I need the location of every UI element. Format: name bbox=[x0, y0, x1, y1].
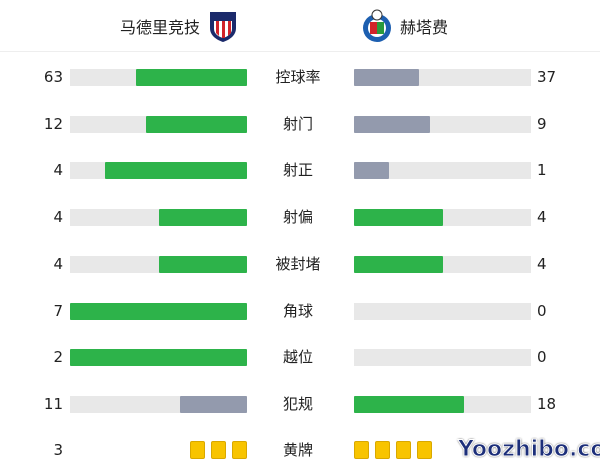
away-bar bbox=[354, 162, 531, 180]
home-bar bbox=[70, 302, 247, 320]
home-bar-fill bbox=[135, 69, 247, 86]
stat-label: 被封堵 bbox=[275, 254, 321, 273]
home-value: 4 bbox=[53, 254, 63, 273]
yellow-card-icon bbox=[190, 441, 205, 459]
away-bar bbox=[354, 349, 531, 367]
yellow-card-icon bbox=[211, 441, 226, 459]
away-bar-fill bbox=[354, 255, 443, 273]
home-bar bbox=[70, 115, 247, 133]
away-bar bbox=[354, 395, 531, 413]
home-bar bbox=[70, 209, 247, 227]
stat-label: 射偏 bbox=[282, 208, 313, 227]
away-value: 18 bbox=[537, 394, 557, 413]
yellow-card-icon bbox=[417, 441, 432, 459]
home-value: 12 bbox=[43, 114, 63, 133]
stat-row: 4 射偏 4 bbox=[0, 207, 600, 227]
away-bar-fill bbox=[354, 162, 390, 180]
getafe-crest-icon bbox=[363, 9, 391, 42]
away-team-name: 赫塔费 bbox=[400, 18, 449, 37]
home-bar-fill bbox=[158, 255, 247, 273]
away-bar bbox=[354, 209, 531, 227]
away-bar-fill bbox=[354, 209, 443, 227]
away-value: 4 bbox=[537, 254, 547, 273]
away-value: 1 bbox=[537, 161, 547, 180]
home-value: 11 bbox=[43, 394, 63, 413]
home-value: 4 bbox=[53, 208, 63, 227]
home-bar-fill bbox=[179, 395, 247, 413]
home-value: 63 bbox=[43, 68, 63, 86]
away-value: 0 bbox=[537, 348, 547, 367]
stat-label: 射正 bbox=[282, 161, 313, 180]
away-yellow-cards bbox=[354, 441, 432, 459]
stat-label: 越位 bbox=[282, 348, 313, 367]
yellow-card-icon bbox=[375, 441, 390, 459]
away-bar bbox=[354, 255, 531, 273]
home-bar-fill bbox=[158, 209, 247, 227]
away-value: 9 bbox=[537, 114, 547, 133]
stat-row: 11 犯规 18 bbox=[0, 394, 600, 414]
home-bar bbox=[70, 162, 247, 180]
home-value: 3 bbox=[53, 441, 63, 459]
away-bar-fill bbox=[354, 115, 430, 133]
away-bar bbox=[354, 69, 531, 86]
home-value: 4 bbox=[53, 161, 63, 180]
home-bar bbox=[70, 395, 247, 413]
stat-label: 控球率 bbox=[275, 68, 321, 86]
home-bar-fill bbox=[105, 162, 247, 180]
stat-row: 4 被封堵 4 bbox=[0, 254, 600, 274]
home-value: 2 bbox=[53, 348, 63, 367]
stat-row-yellow-cards: 3 黄牌 bbox=[0, 440, 600, 460]
atletico-madrid-crest-icon bbox=[210, 12, 237, 42]
home-yellow-cards bbox=[190, 441, 247, 459]
home-bar-fill bbox=[70, 302, 247, 320]
away-bar-fill bbox=[354, 395, 464, 413]
away-value: 4 bbox=[537, 208, 547, 227]
away-value: 0 bbox=[537, 301, 547, 320]
stat-label: 黄牌 bbox=[282, 441, 313, 459]
match-header: 马德里竞技 赫塔费 bbox=[0, 0, 600, 52]
away-bar bbox=[354, 115, 531, 133]
stat-row: 7 角球 0 bbox=[0, 301, 600, 321]
stat-row: 4 射正 1 bbox=[0, 160, 600, 180]
yellow-card-icon bbox=[354, 441, 369, 459]
stat-label: 角球 bbox=[282, 301, 313, 320]
home-bar bbox=[70, 255, 247, 273]
yellow-card-icon bbox=[232, 441, 247, 459]
home-bar bbox=[70, 349, 247, 367]
away-value: 37 bbox=[537, 68, 557, 86]
home-bar-fill bbox=[70, 349, 247, 367]
home-team[interactable]: 马德里竞技 bbox=[120, 10, 238, 42]
home-bar-fill bbox=[145, 115, 247, 133]
stat-label: 犯规 bbox=[282, 394, 313, 413]
away-team[interactable]: 赫塔费 bbox=[362, 9, 449, 42]
stat-label: 射门 bbox=[282, 114, 313, 133]
yellow-card-icon bbox=[396, 441, 411, 459]
away-bar-fill bbox=[354, 69, 420, 86]
home-value: 7 bbox=[53, 301, 63, 320]
home-team-name: 马德里竞技 bbox=[120, 18, 201, 37]
away-bar bbox=[354, 302, 531, 320]
stat-row: 2 越位 0 bbox=[0, 347, 600, 367]
home-bar bbox=[70, 69, 247, 86]
watermark: Yoozhibo.com bbox=[457, 437, 600, 463]
stat-row: 63 控球率 37 bbox=[0, 67, 600, 87]
stat-row: 12 射门 9 bbox=[0, 114, 600, 134]
